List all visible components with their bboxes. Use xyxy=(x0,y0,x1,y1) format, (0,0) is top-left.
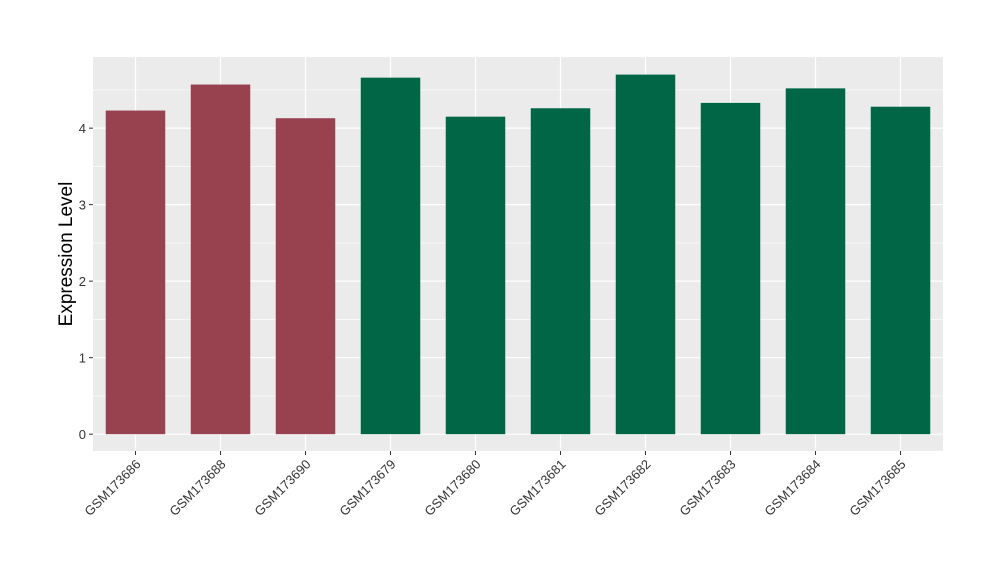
x-tick-label: GSM173680 xyxy=(421,457,483,519)
bar-series xyxy=(105,74,931,435)
bar-GSM173681 xyxy=(530,108,591,435)
y-tick-label: 2 xyxy=(79,274,86,289)
bar-GSM173683 xyxy=(700,102,761,435)
y-axis-label: Expression Level xyxy=(56,182,77,327)
bar-GSM173682 xyxy=(615,74,676,435)
bar-GSM173686 xyxy=(105,110,166,435)
x-tick-label: GSM173688 xyxy=(166,457,228,519)
x-tick-label: GSM173679 xyxy=(336,457,398,519)
y-tick-label: 3 xyxy=(79,198,86,213)
bar-GSM173680 xyxy=(445,116,506,435)
y-axis: 0 1 2 3 4 xyxy=(79,121,93,442)
bar-GSM173684 xyxy=(785,88,846,435)
x-tick-label: GSM173681 xyxy=(506,457,568,519)
x-axis: GSM173686 GSM173688 GSM173690 GSM173679 GSM1… xyxy=(81,451,909,519)
x-tick-label: GSM173684 xyxy=(761,457,823,519)
y-tick-label: 0 xyxy=(79,427,86,442)
bar-GSM173685 xyxy=(870,106,931,435)
x-tick-label: GSM173683 xyxy=(676,457,738,519)
bar-GSM173690 xyxy=(275,118,336,435)
x-tick-label: GSM173682 xyxy=(591,457,653,519)
bar-GSM173679 xyxy=(360,77,421,435)
x-tick-label: GSM173686 xyxy=(81,457,143,519)
bar-GSM173688 xyxy=(190,84,251,435)
x-tick-label: GSM173685 xyxy=(846,457,908,519)
y-tick-label: 1 xyxy=(79,351,86,366)
x-tick-label: GSM173690 xyxy=(251,457,313,519)
y-tick-label: 4 xyxy=(79,121,86,136)
